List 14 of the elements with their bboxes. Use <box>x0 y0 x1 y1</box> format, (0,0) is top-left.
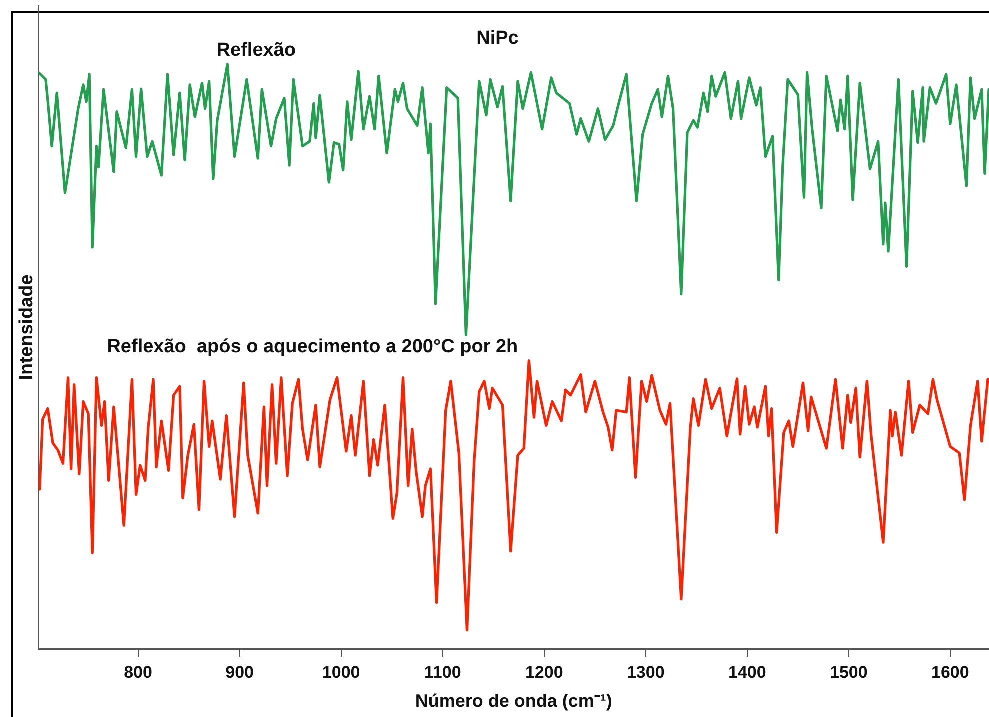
x-tick-label: 1100 <box>424 662 462 682</box>
x-tick-label: 1000 <box>322 662 360 682</box>
x-tick-label: 1300 <box>626 662 665 682</box>
x-axis-title: Número de onda (cm⁻¹) <box>415 691 612 712</box>
x-tick-label: 800 <box>124 662 152 682</box>
x-tick-label: 1400 <box>728 662 766 682</box>
x-tick-label: 1200 <box>525 662 564 682</box>
series-label: Reflexão <box>216 40 296 62</box>
x-tick-label: 1500 <box>830 662 868 682</box>
x-tick-label: 900 <box>226 662 254 682</box>
series-label: Reflexão após o aquecimento a 200°C por 2h <box>107 336 518 358</box>
y-axis-title: Intensidade <box>16 274 38 380</box>
chart-title: NiPc <box>476 28 520 50</box>
x-tick-label: 1600 <box>932 662 970 682</box>
